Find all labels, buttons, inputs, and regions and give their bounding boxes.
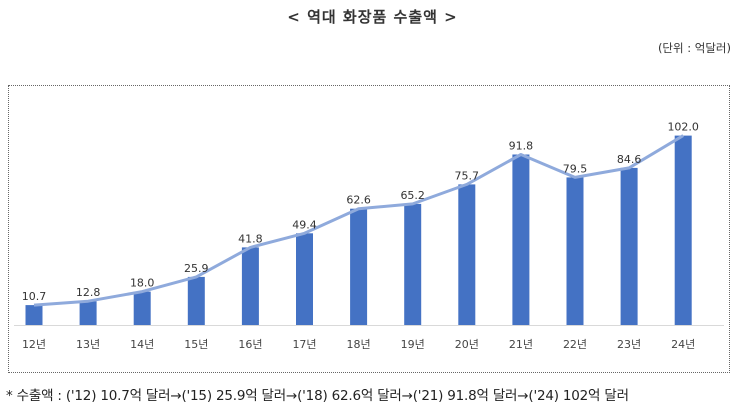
data-label: 41.8 <box>238 232 263 245</box>
x-tick-label: 16년 <box>238 338 262 351</box>
bar <box>566 177 584 325</box>
unit-label: (단위 : 억달러) <box>657 41 731 55</box>
bar <box>296 233 313 325</box>
bar <box>458 184 476 325</box>
data-label: 62.6 <box>346 194 371 207</box>
x-tick-label: 12년 <box>22 338 46 351</box>
footnote: * 수출액 : ('12) 10.7억 달러→('15) 25.9억 달러→('… <box>6 388 629 404</box>
bar <box>512 154 530 325</box>
x-tick-label: 18년 <box>347 338 371 351</box>
trend-line <box>33 134 684 307</box>
x-tick-label: 21년 <box>509 338 533 351</box>
x-tick-label: 13년 <box>76 338 100 351</box>
data-label: 25.9 <box>184 262 209 275</box>
bar <box>187 276 205 325</box>
bar <box>79 301 97 325</box>
data-label: 79.5 <box>563 162 588 175</box>
data-label: 75.7 <box>455 169 480 182</box>
x-tick-label: 22년 <box>563 338 587 351</box>
chart-title: < 역대 화장품 수출액 > <box>287 8 458 26</box>
x-tick-label: 24년 <box>671 338 695 351</box>
x-tick-label: 19년 <box>401 338 425 351</box>
x-tick-label: 15년 <box>184 338 208 351</box>
data-label: 102.0 <box>667 121 699 134</box>
x-tick-label: 23년 <box>617 338 641 351</box>
x-tick-label: 17년 <box>292 338 316 351</box>
bar <box>350 208 368 325</box>
bar <box>241 247 259 325</box>
data-label: 49.4 <box>292 218 317 231</box>
bar <box>404 203 422 325</box>
data-label: 10.7 <box>22 290 47 303</box>
data-label: 18.0 <box>130 277 155 290</box>
bar <box>133 291 151 325</box>
chart-frame <box>8 85 730 373</box>
x-tick-label: 14년 <box>130 338 154 351</box>
data-label: 65.2 <box>400 189 425 202</box>
bar <box>620 167 638 325</box>
data-label: 91.8 <box>509 140 534 153</box>
data-label: 84.6 <box>617 153 642 166</box>
data-label: 12.8 <box>76 286 101 299</box>
x-tick-label: 20년 <box>455 338 479 351</box>
bar <box>674 135 692 325</box>
bar <box>25 305 43 325</box>
